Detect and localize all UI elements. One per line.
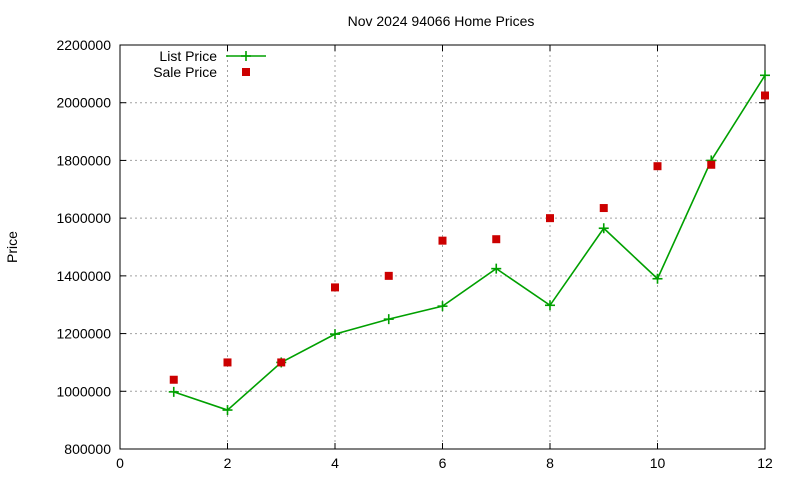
data-point-list-price — [760, 70, 770, 81]
data-point-list-price — [491, 263, 502, 274]
axes: 0 2 4 6 8 10 12 800000 1000000 1200000 1400000 1600… — [56, 37, 773, 471]
x-tick-label: 4 — [331, 455, 339, 471]
data-point-list-price — [168, 386, 179, 397]
data-point-sale-price — [599, 204, 608, 213]
legend-label: Sale Price — [153, 64, 217, 80]
y-tick-label: 1000000 — [56, 383, 111, 399]
data-point-sale-price — [761, 91, 769, 100]
data-point-list-price — [222, 405, 233, 416]
data-point-list-price — [383, 314, 394, 325]
y-tick-label: 2200000 — [56, 37, 111, 53]
data-point-list-price — [652, 273, 663, 284]
x-tick-label: 8 — [546, 455, 554, 471]
data-point-sale-price — [546, 214, 554, 223]
series-line-list-price — [173, 74, 766, 411]
data-point-sale-price — [277, 358, 286, 367]
data-point-sale-price — [492, 235, 501, 244]
legend-marker-sale-price — [242, 68, 250, 76]
y-tick-label: 1200000 — [56, 326, 111, 342]
legend-label: List Price — [159, 48, 217, 64]
chart-title: Nov 2024 94066 Home Prices — [348, 13, 535, 29]
data-point-sale-price — [438, 236, 447, 245]
y-tick-label: 1600000 — [56, 210, 111, 226]
data-point-list-price — [545, 300, 555, 311]
x-tick-label: 0 — [116, 455, 124, 471]
grid — [120, 45, 765, 449]
x-tick-label: 6 — [439, 455, 447, 471]
x-tick-label: 12 — [757, 455, 773, 471]
data-point-sale-price — [223, 358, 232, 367]
data-point-list-price — [437, 301, 448, 312]
series-layer — [168, 70, 770, 416]
x-tick-label: 10 — [650, 455, 666, 471]
data-point-sale-price — [707, 160, 716, 169]
data-point-list-price — [330, 329, 340, 340]
data-point-sale-price — [331, 283, 339, 292]
y-tick-label: 800000 — [64, 441, 111, 457]
data-point-sale-price — [653, 162, 662, 171]
y-tick-label: 1800000 — [56, 152, 111, 168]
y-axis-label: Price — [4, 231, 20, 263]
data-point-sale-price — [384, 271, 393, 280]
data-point-sale-price — [169, 375, 178, 384]
y-tick-label: 1400000 — [56, 268, 111, 284]
data-point-list-price — [598, 223, 609, 234]
x-tick-label: 2 — [224, 455, 232, 471]
y-tick-label: 2000000 — [56, 95, 111, 111]
